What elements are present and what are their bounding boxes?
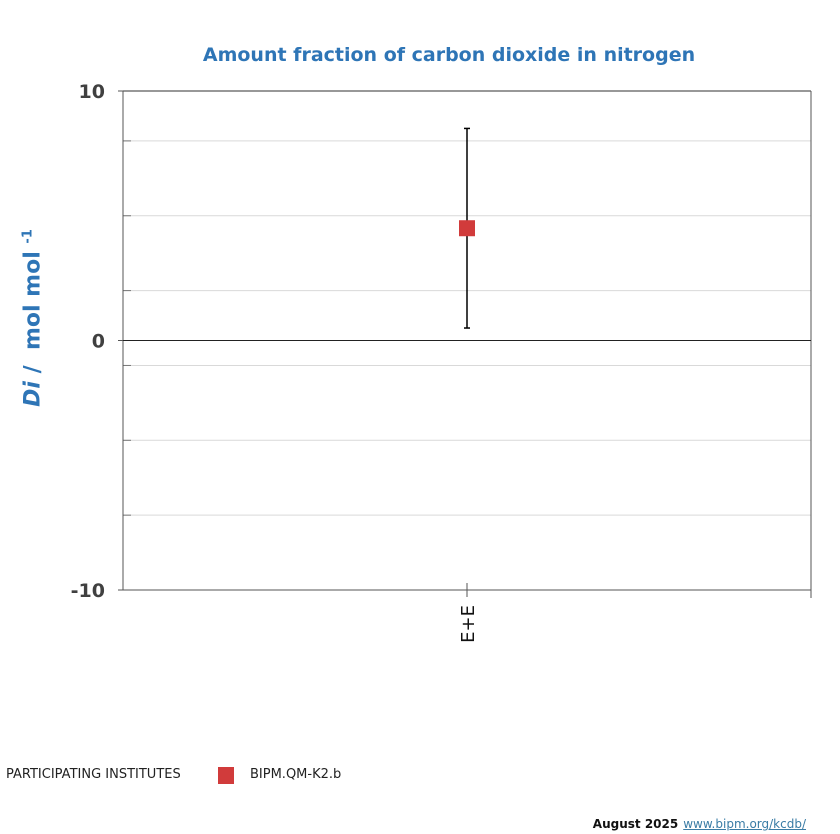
x-tick-label: E+E — [458, 605, 479, 643]
y-tick-label: 10 — [79, 81, 105, 103]
y-tick-label: 0 — [92, 331, 105, 353]
footer-date: August 2025 — [592, 817, 679, 831]
legend-entry-label: BIPM.QM-K2.b — [250, 767, 342, 782]
footer-link[interactable]: www.bipm.org/kcdb/ — [683, 817, 806, 831]
chart-title: Amount fraction of carbon dioxide in nit… — [202, 44, 696, 66]
data-point — [459, 220, 475, 237]
footer: August 2025 www.bipm.org/kcdb/ — [593, 817, 806, 831]
legend-swatch — [218, 767, 234, 784]
y-tick-label: -10 — [71, 580, 105, 602]
legend-title: PARTICIPATING INSTITUTES — [6, 767, 181, 782]
